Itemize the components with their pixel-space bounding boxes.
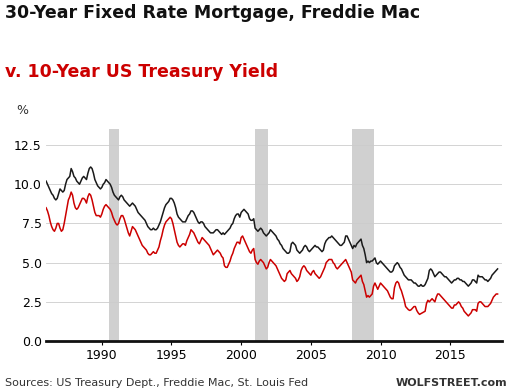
Text: %: %: [16, 103, 29, 117]
Text: Sources: US Treasury Dept., Freddie Mac, St. Louis Fed: Sources: US Treasury Dept., Freddie Mac,…: [5, 378, 308, 388]
Text: WOLFSTREET.com: WOLFSTREET.com: [395, 378, 507, 388]
Text: 30-Year Fixed Rate Mortgage, Freddie Mac: 30-Year Fixed Rate Mortgage, Freddie Mac: [5, 4, 420, 22]
Bar: [352, 129, 374, 341]
Text: v. 10-Year US Treasury Yield: v. 10-Year US Treasury Yield: [5, 63, 278, 81]
Bar: [255, 129, 268, 341]
Bar: [109, 129, 119, 341]
